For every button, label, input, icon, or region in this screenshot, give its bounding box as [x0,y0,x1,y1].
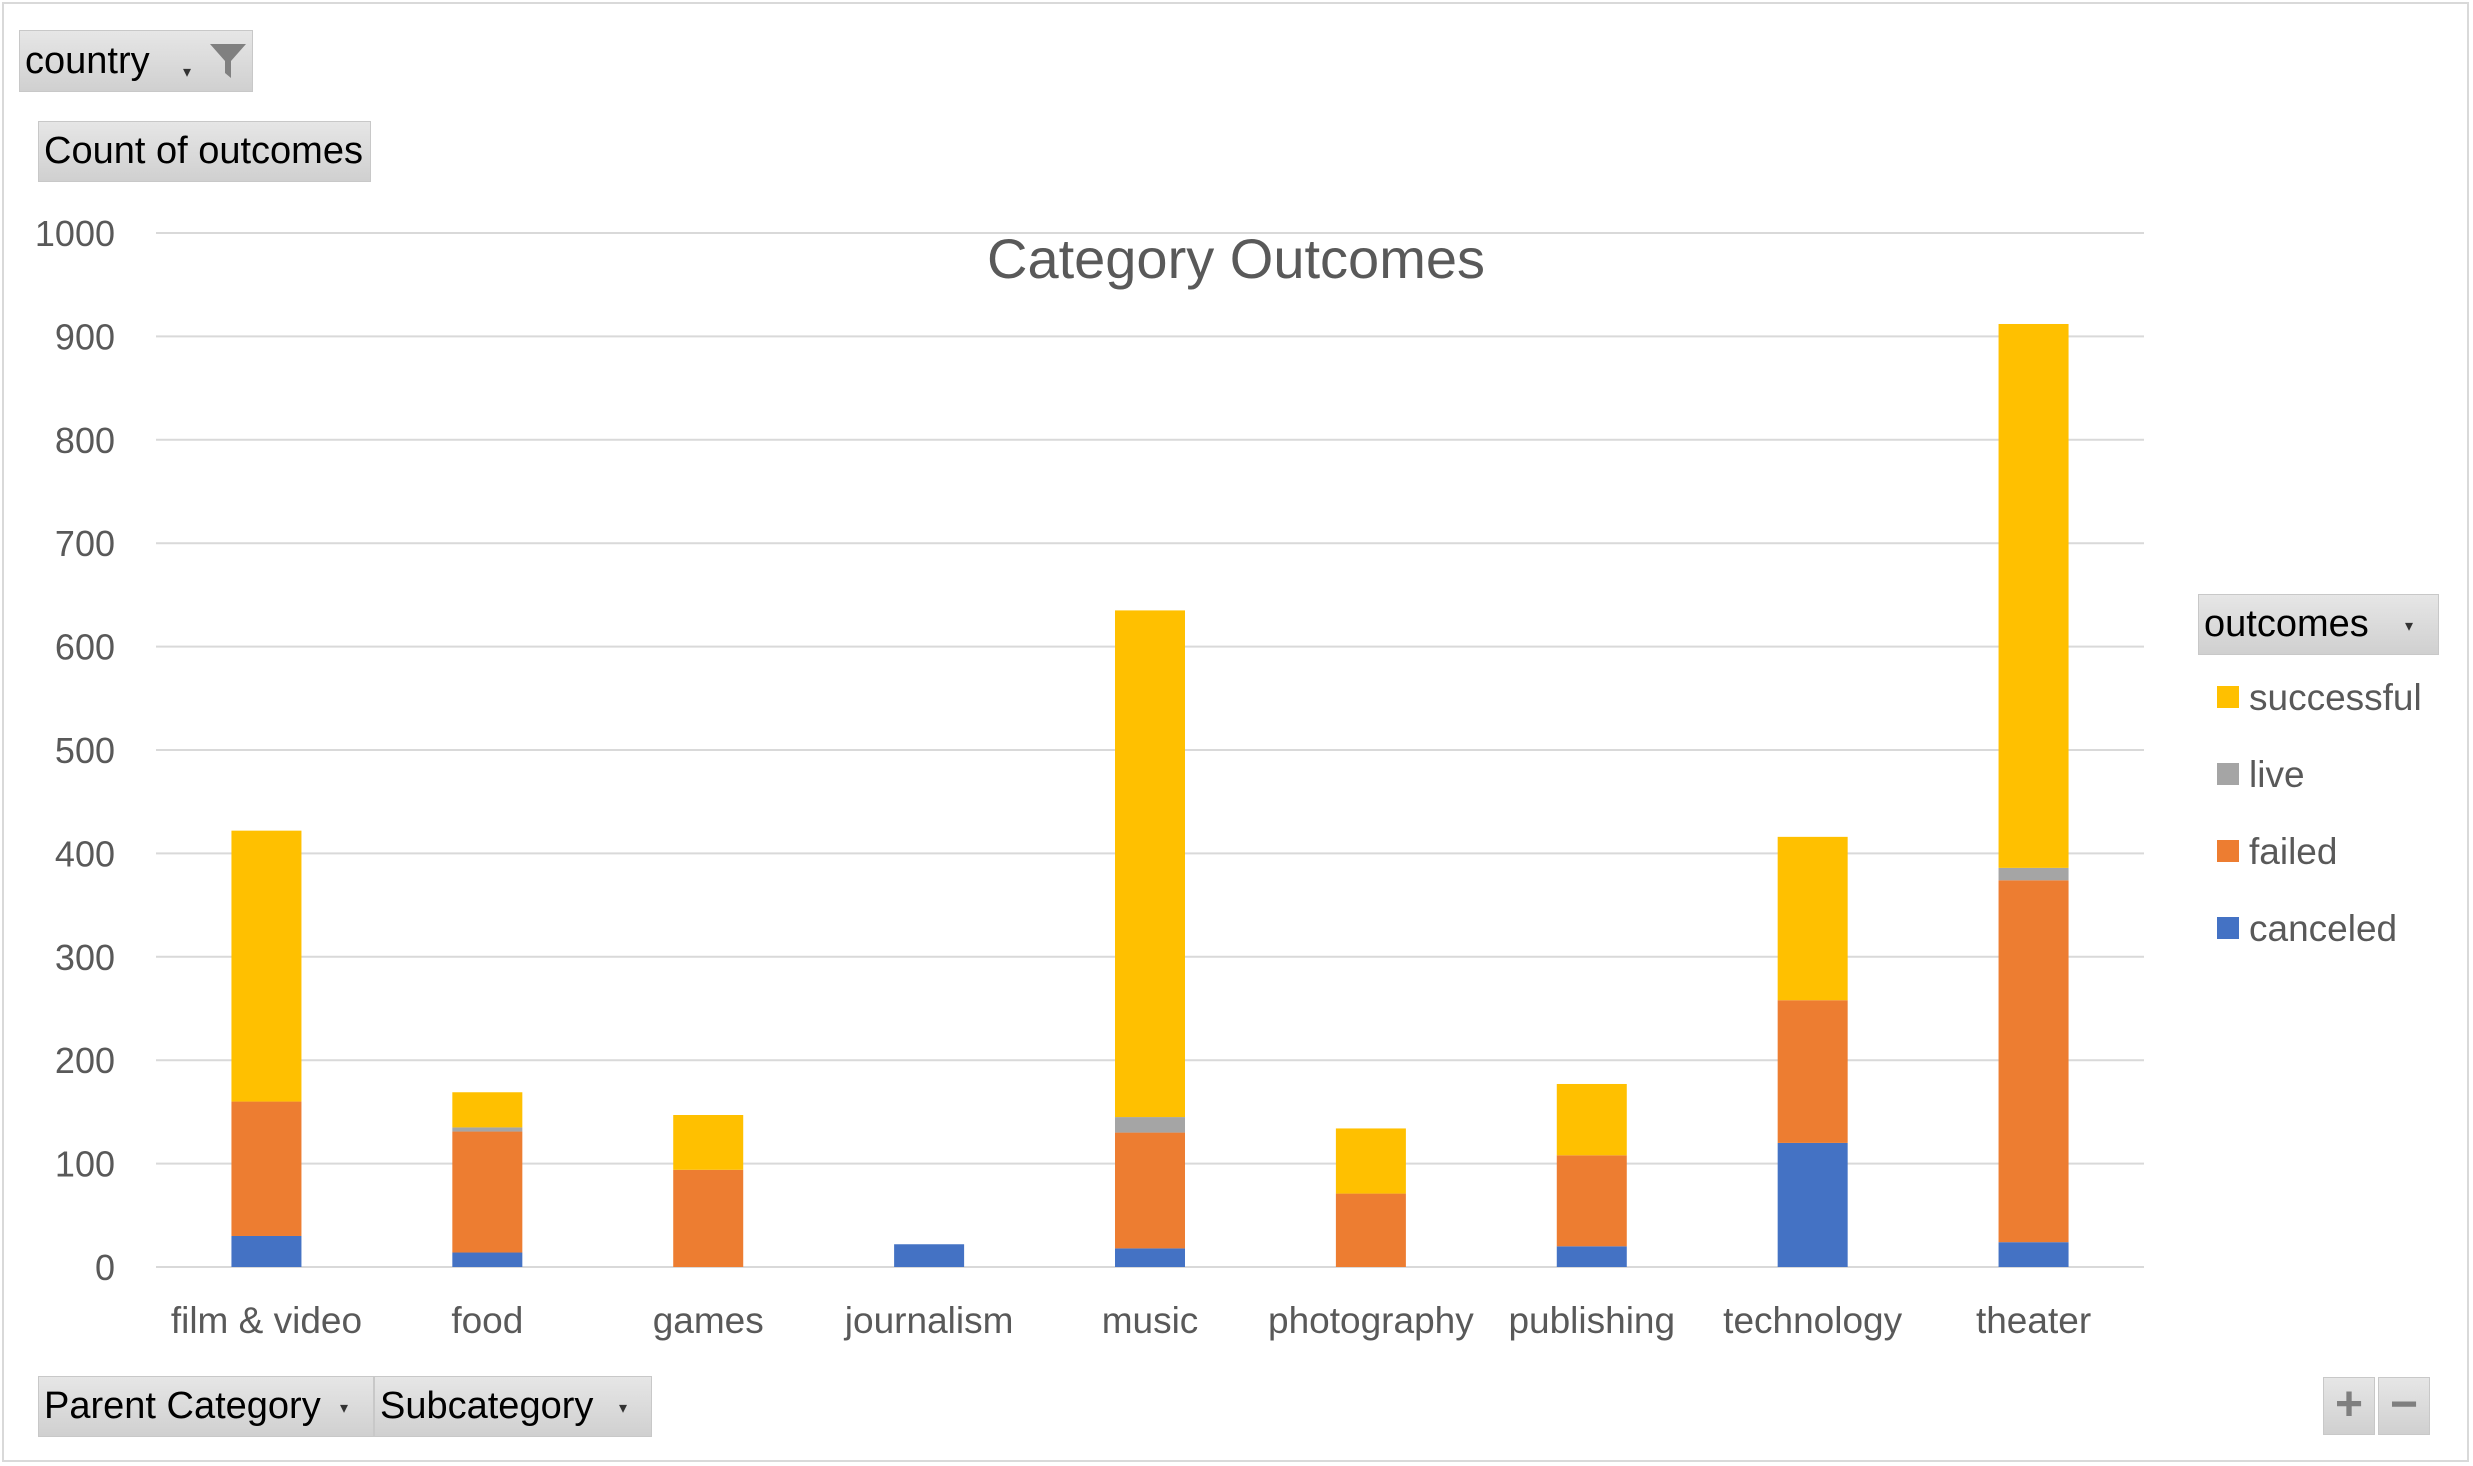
bar-successful[interactable] [1115,610,1185,1118]
x-tick-label: publishing [1508,1300,1675,1341]
y-tick-label: 500 [55,730,115,771]
bar-successful[interactable] [1998,323,2069,868]
y-tick-label: 0 [95,1247,115,1288]
country-filter-label: country [25,40,150,82]
x-tick-label: technology [1723,1300,1902,1341]
filter-funnel-icon [210,44,246,78]
bar-successful[interactable] [1335,1128,1406,1194]
x-tick-label: music [1102,1300,1199,1341]
subcategory-label: Subcategory [380,1385,594,1427]
legend-label-successful: successful [2249,677,2422,718]
legend-swatch-live [2217,763,2239,785]
bar-canceled[interactable] [1777,1142,1848,1267]
bar-canceled[interactable] [1556,1246,1627,1267]
legend-swatch-failed [2217,840,2239,862]
country-filter-button[interactable]: country ▾ [19,30,253,92]
y-tick-label: 200 [55,1040,115,1081]
bar-canceled[interactable] [231,1235,302,1267]
bar-canceled[interactable] [452,1252,523,1267]
bar-successful[interactable] [1777,836,1848,1001]
bar-live[interactable] [452,1127,523,1132]
x-tick-label: journalism [844,1300,1014,1341]
bar-failed[interactable] [673,1169,744,1267]
bar-failed[interactable] [1115,1132,1185,1249]
legend-field-label: outcomes [2204,603,2369,645]
legend-label-failed: failed [2249,831,2337,872]
parent-category-field-button[interactable]: Parent Category ▾ [38,1376,374,1437]
y-tick-label: 600 [55,627,115,668]
bar-live[interactable] [1998,867,2069,881]
bar-successful[interactable] [1556,1083,1627,1156]
dropdown-arrow-icon: ▾ [2405,618,2414,635]
bar-failed[interactable] [452,1131,523,1253]
y-tick-label: 700 [55,523,115,564]
values-field-label: Count of outcomes [44,130,363,172]
bar-failed[interactable] [1335,1193,1406,1267]
y-tick-label: 100 [55,1144,115,1185]
bar-canceled[interactable] [1115,1248,1185,1267]
x-tick-label: food [451,1300,523,1341]
dropdown-arrow-icon: ▾ [183,64,192,81]
bar-canceled[interactable] [1998,1242,2069,1267]
subcategory-field-button[interactable]: Subcategory ▾ [374,1376,652,1437]
legend-label-live: live [2249,754,2305,795]
values-field-button[interactable]: Count of outcomes [38,121,371,182]
dropdown-arrow-icon: ▾ [619,1400,628,1417]
y-tick-label: 800 [55,420,115,461]
x-tick-label: film & video [171,1300,362,1341]
legend-field-button[interactable]: outcomes ▾ [2198,594,2439,655]
legend-label-canceled: canceled [2249,908,2397,949]
y-tick-label: 400 [55,833,115,874]
plus-icon[interactable]: + [2323,1377,2375,1435]
x-tick-label: photography [1268,1300,1474,1341]
y-tick-label: 1000 [35,213,115,254]
legend-swatch-successful [2217,686,2239,708]
minus-icon[interactable]: − [2378,1377,2430,1435]
x-tick-label: theater [1976,1300,2091,1341]
x-tick-label: games [653,1300,764,1341]
y-tick-label: 300 [55,937,115,978]
bar-live[interactable] [1115,1117,1185,1133]
bar-failed[interactable] [231,1101,302,1236]
bar-failed[interactable] [1777,1000,1848,1143]
bar-successful[interactable] [452,1092,523,1128]
chart-title: Category Outcomes [987,227,1485,290]
dropdown-arrow-icon: ▾ [340,1400,349,1417]
parent-category-label: Parent Category [44,1385,321,1427]
bar-canceled[interactable] [894,1244,965,1267]
bar-failed[interactable] [1998,880,2069,1243]
bar-successful[interactable] [673,1115,744,1170]
bar-failed[interactable] [1556,1155,1627,1247]
y-tick-label: 900 [55,316,115,357]
legend-swatch-canceled [2217,917,2239,939]
bar-successful[interactable] [231,830,302,1102]
